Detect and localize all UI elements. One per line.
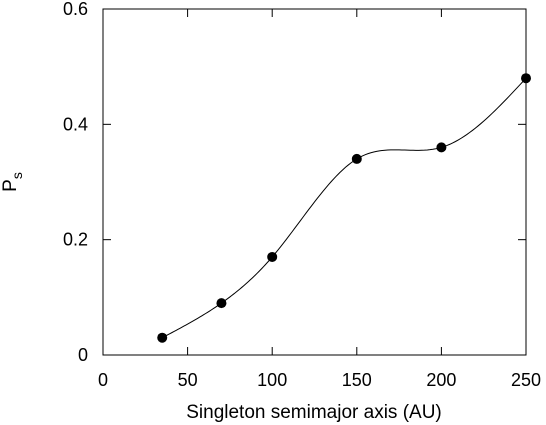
y-tick-label: 0.2: [63, 230, 88, 250]
y-tick-label: 0: [78, 345, 88, 365]
data-point: [157, 332, 168, 343]
data-point: [216, 298, 227, 309]
x-tick-label: 0: [98, 370, 108, 390]
x-axis-label: Singleton semimajor axis (AU): [186, 402, 442, 423]
data-point: [521, 73, 531, 84]
series-line: [161, 77, 527, 339]
y-tick-label: 0.6: [63, 0, 88, 19]
y-axis-label: Ps: [0, 172, 25, 192]
x-tick-label: 250: [511, 370, 541, 390]
plot-frame: [102, 8, 527, 356]
data-point: [436, 142, 447, 153]
y-axis-label-subscript: s: [9, 172, 25, 179]
y-tick-label: 0.4: [63, 114, 88, 134]
data-point: [351, 153, 362, 164]
x-tick-label: 50: [178, 370, 198, 390]
x-tick-label: 150: [342, 370, 372, 390]
y-axis-label-main: P: [0, 179, 21, 192]
x-tick-label: 100: [257, 370, 287, 390]
data-points: [157, 73, 531, 343]
data-point: [267, 251, 278, 262]
x-tick-label: 200: [426, 370, 456, 390]
axis-ticks: [102, 8, 527, 356]
tick-labels: 0 50 100 150 200 250 0 0.2 0.4 0.6: [63, 0, 541, 390]
